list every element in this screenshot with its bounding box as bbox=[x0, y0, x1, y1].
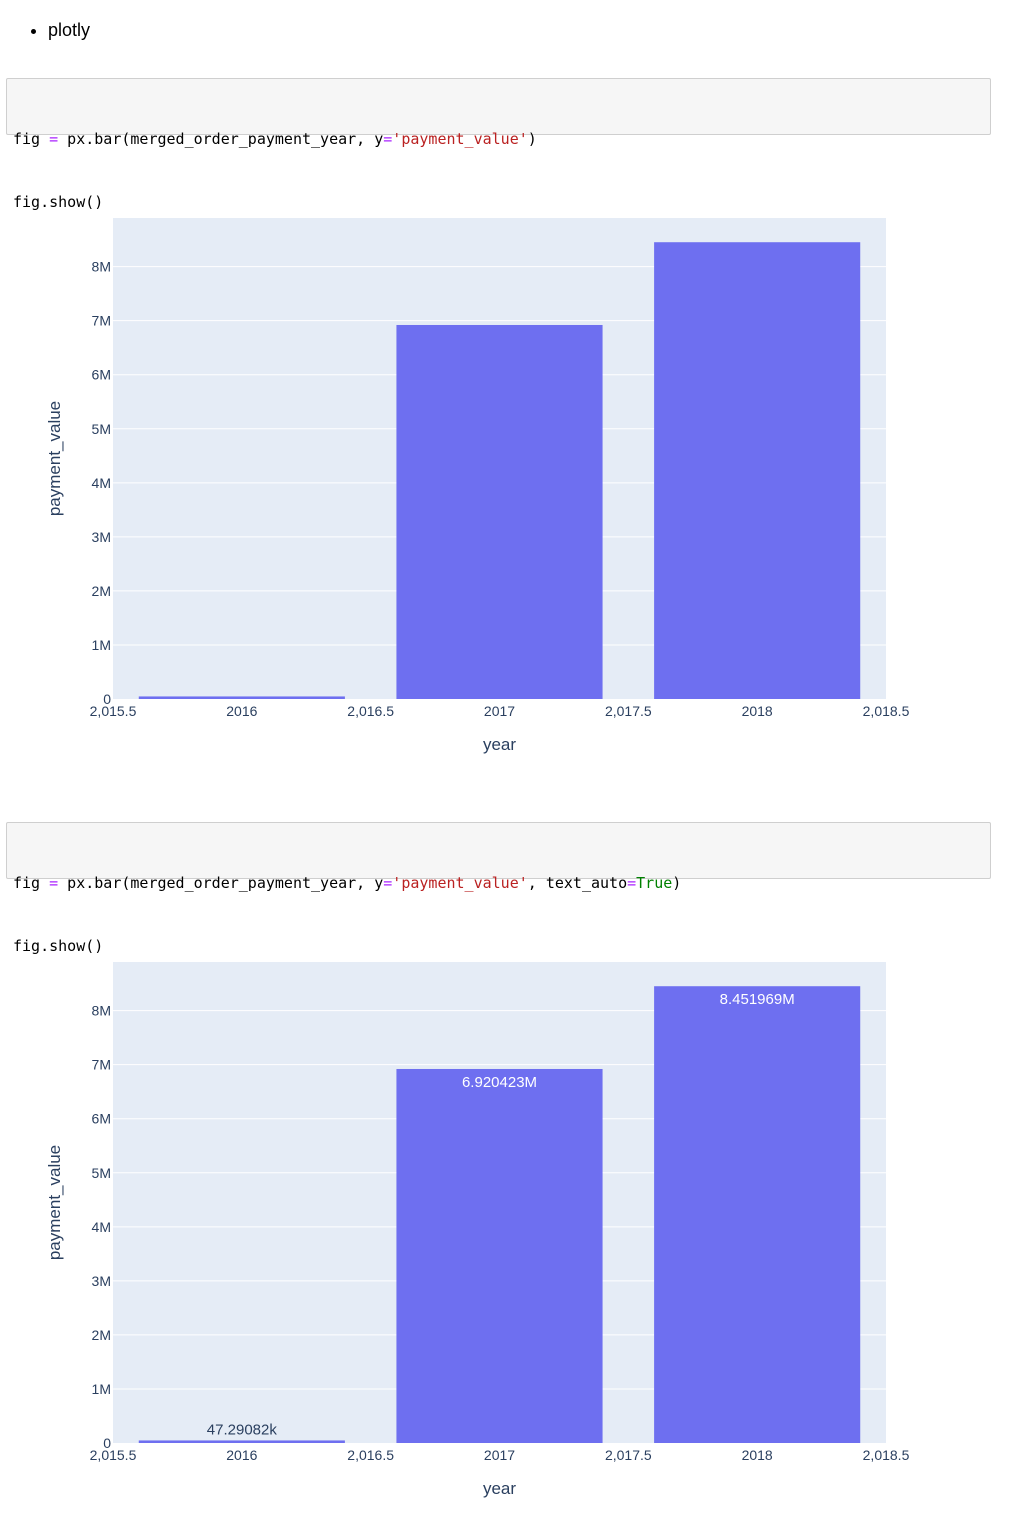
y-tick-label: 3M bbox=[92, 529, 111, 545]
x-tick-label: 2,016.5 bbox=[347, 1447, 394, 1463]
code-token: px.bar(merged_order_payment_year, y bbox=[58, 874, 384, 892]
bullet-list: plotly bbox=[0, 14, 90, 46]
x-tick-label: 2,018.5 bbox=[863, 1447, 910, 1463]
code-token: ) bbox=[672, 874, 682, 892]
y-tick-label: 2M bbox=[92, 583, 111, 599]
code-operator: = bbox=[627, 874, 637, 892]
bar-chart-1: 0 1M 2M 3M 4M 5M 6M 7M 8M 2,015.5 2016 2,016.5 2017 2… bbox=[45, 218, 910, 754]
y-tick-label: 1M bbox=[92, 1381, 111, 1397]
code-token: , text_auto bbox=[527, 874, 628, 892]
bar-value-label: 8.451969M bbox=[720, 991, 795, 1008]
code-operator: = bbox=[383, 874, 393, 892]
x-tick-label: 2017 bbox=[484, 703, 515, 719]
y-tick-label: 2M bbox=[92, 1327, 111, 1343]
x-tick-label: 2,017.5 bbox=[605, 1447, 652, 1463]
bar[interactable] bbox=[654, 986, 861, 1443]
y-tick-label: 4M bbox=[92, 475, 111, 491]
bar-chart-2: 0 1M 2M 3M 4M 5M 6M 7M 8M 47.29082k 6.920423M 8.451… bbox=[45, 962, 910, 1498]
y-tick-label: 7M bbox=[92, 1057, 111, 1073]
y-tick-label: 6M bbox=[92, 1111, 111, 1127]
y-tick-label: 0 bbox=[103, 1435, 111, 1451]
x-axis-title: year bbox=[483, 1479, 516, 1498]
x-tick-label: 2,017.5 bbox=[605, 703, 652, 719]
code-cell-1[interactable]: fig = px.bar(merged_order_payment_year, … bbox=[6, 78, 991, 211]
x-tick-label: 2018 bbox=[742, 1447, 773, 1463]
list-item: plotly bbox=[48, 14, 90, 46]
code-keyword: True bbox=[636, 874, 673, 892]
code-operator: = bbox=[383, 130, 393, 148]
bar-value-label: 47.29082k bbox=[207, 1421, 278, 1438]
y-tick-label: 5M bbox=[92, 1165, 111, 1181]
bar-value-label: 6.920423M bbox=[462, 1074, 537, 1091]
bar[interactable] bbox=[396, 324, 603, 699]
bar[interactable] bbox=[138, 1440, 345, 1443]
code-operator: = bbox=[49, 874, 59, 892]
code-cell-2[interactable]: fig = px.bar(merged_order_payment_year, … bbox=[6, 822, 991, 955]
x-tick-label: 2016 bbox=[226, 1447, 257, 1463]
y-tick-label: 8M bbox=[92, 259, 111, 275]
x-axis-title: year bbox=[483, 735, 516, 754]
code-line: fig.show() bbox=[13, 193, 104, 211]
code-token: ) bbox=[527, 130, 537, 148]
y-tick-label: 6M bbox=[92, 367, 111, 383]
code-line: fig.show() bbox=[13, 937, 104, 955]
y-tick-label: 4M bbox=[92, 1219, 111, 1235]
code-string: 'payment_value' bbox=[392, 130, 528, 148]
y-axis-title: payment_value bbox=[45, 401, 64, 516]
y-tick-label: 1M bbox=[92, 637, 111, 653]
code-string: 'payment_value' bbox=[392, 874, 528, 892]
y-tick-label: 5M bbox=[92, 421, 111, 437]
x-tick-label: 2,016.5 bbox=[347, 703, 394, 719]
code-token: px.bar(merged_order_payment_year, y bbox=[58, 130, 384, 148]
code-line: fig = px.bar(merged_order_payment_year, … bbox=[13, 873, 984, 894]
x-tick-label: 2016 bbox=[226, 703, 257, 719]
x-tick-label: 2017 bbox=[484, 1447, 515, 1463]
y-tick-label: 8M bbox=[92, 1003, 111, 1019]
y-tick-label: 0 bbox=[103, 691, 111, 707]
x-tick-label: 2,018.5 bbox=[863, 703, 910, 719]
y-tick-label: 7M bbox=[92, 313, 111, 329]
y-tick-label: 3M bbox=[92, 1273, 111, 1289]
code-token: fig bbox=[13, 874, 50, 892]
x-tick-label: 2,015.5 bbox=[90, 703, 137, 719]
y-axis-title: payment_value bbox=[45, 1145, 64, 1260]
bar[interactable] bbox=[396, 1068, 603, 1443]
x-tick-label: 2018 bbox=[742, 703, 773, 719]
bar[interactable] bbox=[138, 696, 345, 699]
code-token: fig bbox=[13, 130, 50, 148]
code-operator: = bbox=[49, 130, 59, 148]
code-line: fig = px.bar(merged_order_payment_year, … bbox=[13, 129, 984, 150]
bar[interactable] bbox=[654, 242, 861, 699]
x-tick-label: 2,015.5 bbox=[90, 1447, 137, 1463]
